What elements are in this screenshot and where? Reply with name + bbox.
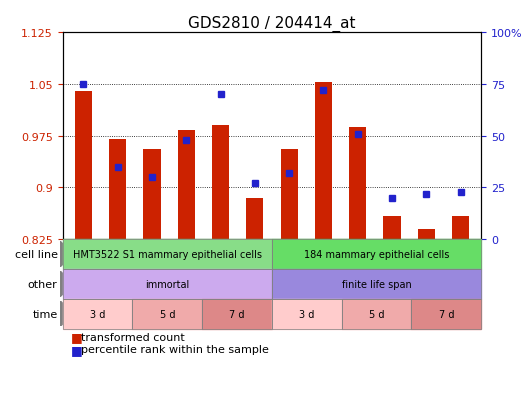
Bar [178,131,195,240]
Polygon shape [60,242,73,267]
Text: 7 d: 7 d [439,309,454,319]
Text: 5 d: 5 d [369,309,384,319]
Text: transformed count: transformed count [81,332,185,342]
Text: percentile rank within the sample: percentile rank within the sample [81,344,269,354]
Bar [143,150,161,240]
Polygon shape [60,271,73,297]
Text: cell line: cell line [15,249,58,259]
Bar [75,92,92,240]
Text: 184 mammary epithelial cells: 184 mammary epithelial cells [304,249,449,259]
Title: GDS2810 / 204414_at: GDS2810 / 204414_at [188,16,356,32]
Text: time: time [32,309,58,319]
Text: 5 d: 5 d [160,309,175,319]
Text: 7 d: 7 d [230,309,245,319]
Bar [383,217,401,240]
Text: ■: ■ [71,330,82,344]
Text: ■: ■ [71,343,82,356]
Text: other: other [28,279,58,289]
Polygon shape [60,301,73,327]
Bar [315,83,332,240]
Text: HMT3522 S1 mammary epithelial cells: HMT3522 S1 mammary epithelial cells [73,249,262,259]
Bar [212,126,229,240]
Text: immortal: immortal [145,279,189,289]
Text: 3 d: 3 d [90,309,105,319]
Bar [246,198,264,240]
Bar [349,128,366,240]
Bar [280,150,298,240]
Text: 3 d: 3 d [299,309,314,319]
Bar [452,217,469,240]
Bar [418,229,435,240]
Bar [109,140,126,240]
Text: finite life span: finite life span [342,279,412,289]
